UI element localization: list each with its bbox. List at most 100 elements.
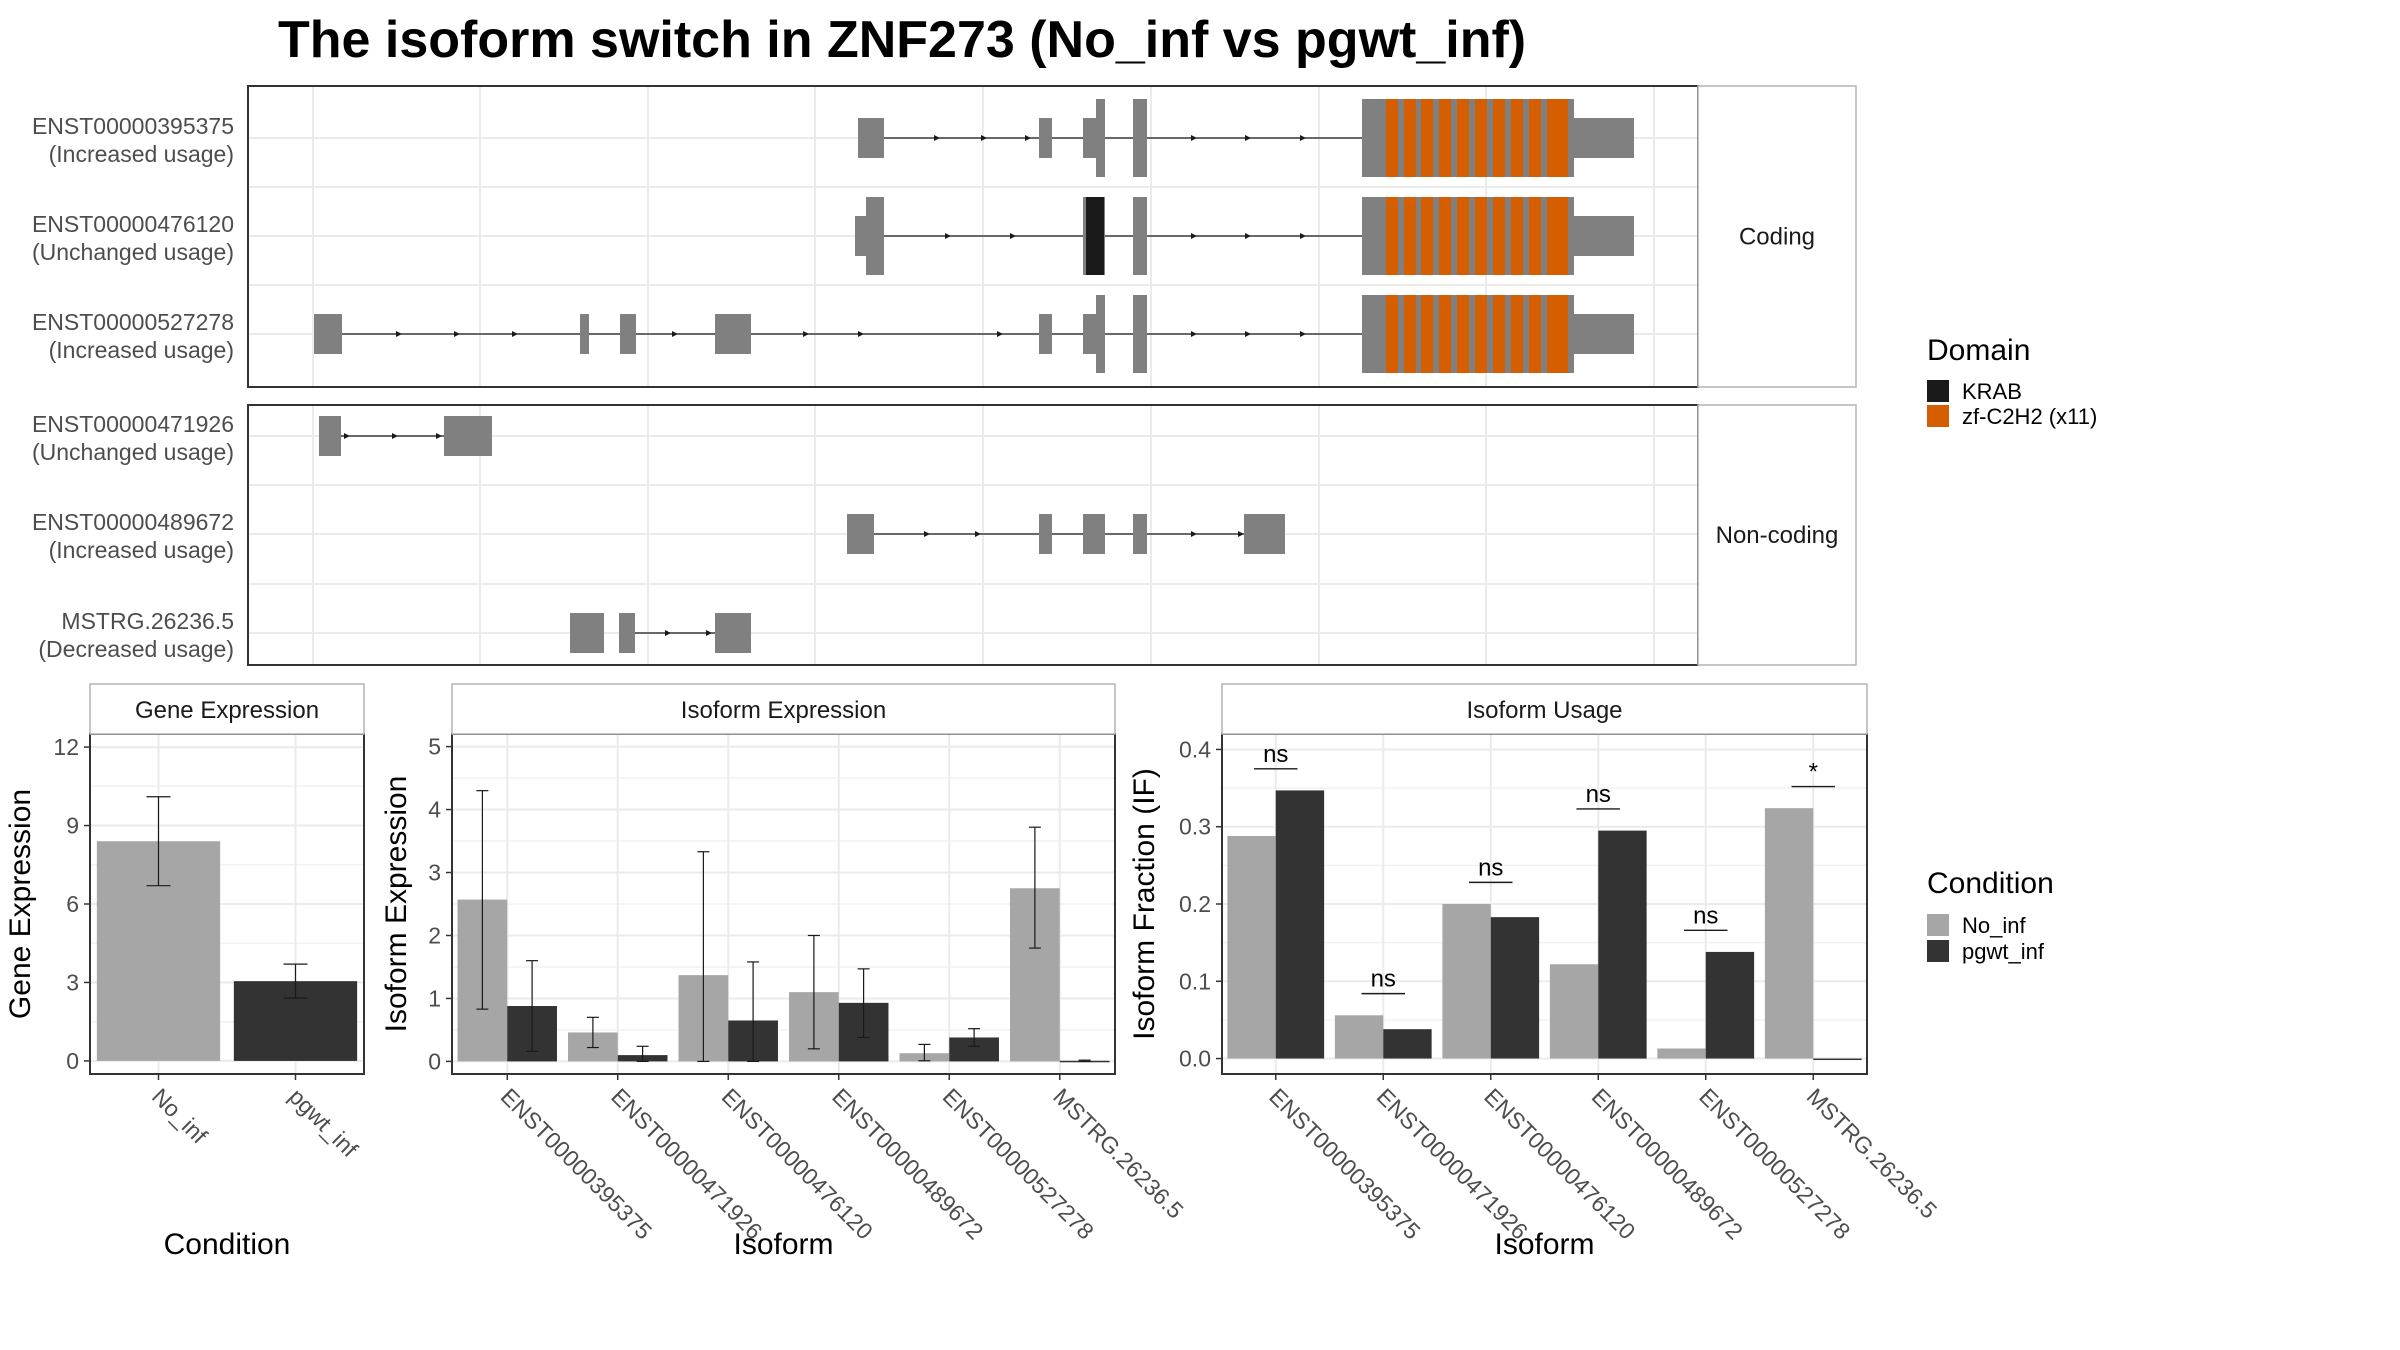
intron-arrow (858, 331, 864, 337)
y-tick-label: 9 (66, 813, 79, 839)
bar (949, 1037, 999, 1062)
legend-label-zf: zf-C2H2 (x11) (1962, 404, 2097, 429)
y-tick-label: 2 (428, 922, 441, 948)
exon (1096, 99, 1105, 177)
y-tick-label: 0.0 (1179, 1046, 1211, 1072)
y-tick-label: 0 (66, 1048, 79, 1074)
exon (1039, 514, 1052, 554)
zf-c2h2-domain (1493, 197, 1505, 275)
gene-expression-panel: Gene Expression 0 3 6 9 12 No_inf pgwt_inf Condi… (4, 683, 365, 1261)
legend-label-no-inf: No_inf (1962, 913, 2026, 938)
legend-key-no-inf (1927, 914, 1949, 936)
panel-title: Isoform Usage (1466, 697, 1622, 724)
exon (314, 314, 342, 354)
bar (1549, 964, 1599, 1059)
zf-c2h2-domain (1529, 99, 1541, 177)
intron-arrow (436, 433, 442, 439)
intron-arrow (672, 331, 678, 337)
exon (1083, 514, 1105, 554)
zf-c2h2-domain (1404, 295, 1416, 373)
x-axis-title: Isoform (733, 1228, 833, 1261)
intron-arrow (1245, 233, 1251, 239)
exon (715, 613, 751, 653)
intron-arrow (1191, 233, 1197, 239)
intron-arrow (1191, 135, 1197, 141)
zf-c2h2-domain (1475, 197, 1487, 275)
x-axis-title: Condition (164, 1228, 291, 1261)
intron-arrow (1300, 135, 1306, 141)
intron-arrow (981, 135, 987, 141)
significance-label: ns (1586, 781, 1611, 808)
exon (715, 314, 751, 354)
exon (1096, 295, 1105, 373)
y-tick-label: 0.2 (1179, 891, 1211, 917)
x-tick-label: No_inf (147, 1083, 213, 1149)
track-usage-label: (Decreased usage) (38, 636, 234, 662)
bar (1227, 836, 1276, 1059)
exon (847, 514, 874, 554)
zf-c2h2-domain (1421, 197, 1433, 275)
exon (580, 314, 589, 354)
zf-c2h2-domain (1547, 99, 1559, 177)
intron-arrow (1300, 233, 1306, 239)
y-tick-label: 3 (428, 860, 441, 886)
y-tick-label: 0.3 (1179, 814, 1211, 840)
intron-arrow (454, 331, 460, 337)
facet-strip (89, 683, 365, 735)
intron-arrow (706, 630, 712, 636)
condition-legend: Condition No_inf pgwt_inf (1927, 867, 2054, 964)
intron-arrow (1238, 531, 1244, 537)
legend-key-zf (1927, 405, 1949, 427)
bar (1490, 917, 1540, 1059)
y-tick-label: 5 (428, 734, 441, 760)
isoform-expression-panel: Isoform Expression012345ENST00000395375E… (380, 683, 1189, 1261)
track-id-label: ENST00000395375 (32, 113, 234, 139)
zf-c2h2-domain (1475, 99, 1487, 177)
track-id-label: ENST00000489672 (32, 509, 234, 535)
zf-c2h2-domain (1386, 295, 1398, 373)
intron-arrow (997, 331, 1003, 337)
intron-arrow (344, 433, 350, 439)
zf-c2h2-domain (1557, 197, 1568, 275)
intron-arrow (1245, 135, 1251, 141)
exon (619, 613, 635, 653)
legend-label-krab: KRAB (1962, 379, 2022, 404)
zf-c2h2-domain (1404, 99, 1416, 177)
exon (858, 118, 884, 158)
zf-c2h2-domain (1547, 295, 1559, 373)
zf-c2h2-domain (1529, 197, 1541, 275)
track-usage-label: (Unchanged usage) (32, 439, 234, 465)
exon (866, 197, 884, 275)
zf-c2h2-domain (1439, 295, 1451, 373)
facet-strip (1697, 85, 1857, 388)
exon (1133, 197, 1147, 275)
x-axis-title: Isoform (1494, 1228, 1594, 1261)
exon (1133, 99, 1147, 177)
y-axis-title: Isoform Fraction (IF) (1128, 768, 1161, 1040)
zf-c2h2-domain (1457, 197, 1469, 275)
bar (1442, 904, 1491, 1059)
exon (1083, 118, 1100, 158)
exon (1133, 514, 1147, 554)
bar (1334, 1015, 1384, 1059)
zf-c2h2-domain (1457, 99, 1469, 177)
exon (620, 314, 636, 354)
zf-c2h2-domain (1511, 295, 1523, 373)
zf-c2h2-domain (1475, 295, 1487, 373)
condition-legend-title: Condition (1927, 867, 2054, 900)
zf-c2h2-domain (1557, 99, 1568, 177)
significance-label: * (1809, 759, 1818, 786)
zf-c2h2-domain (1511, 99, 1523, 177)
zf-c2h2-domain (1493, 99, 1505, 177)
exon (855, 216, 866, 256)
zf-c2h2-domain (1529, 295, 1541, 373)
zf-c2h2-domain (1493, 295, 1505, 373)
bar (1705, 951, 1755, 1059)
isoform-structure-plot: CodingNon-codingENST00000395375(Increase… (32, 85, 1857, 666)
exon (1039, 314, 1052, 354)
legend-key-krab (1927, 380, 1949, 402)
zf-c2h2-domain (1421, 295, 1433, 373)
track-id-label: ENST00000527278 (32, 309, 234, 335)
zf-c2h2-domain (1511, 197, 1523, 275)
